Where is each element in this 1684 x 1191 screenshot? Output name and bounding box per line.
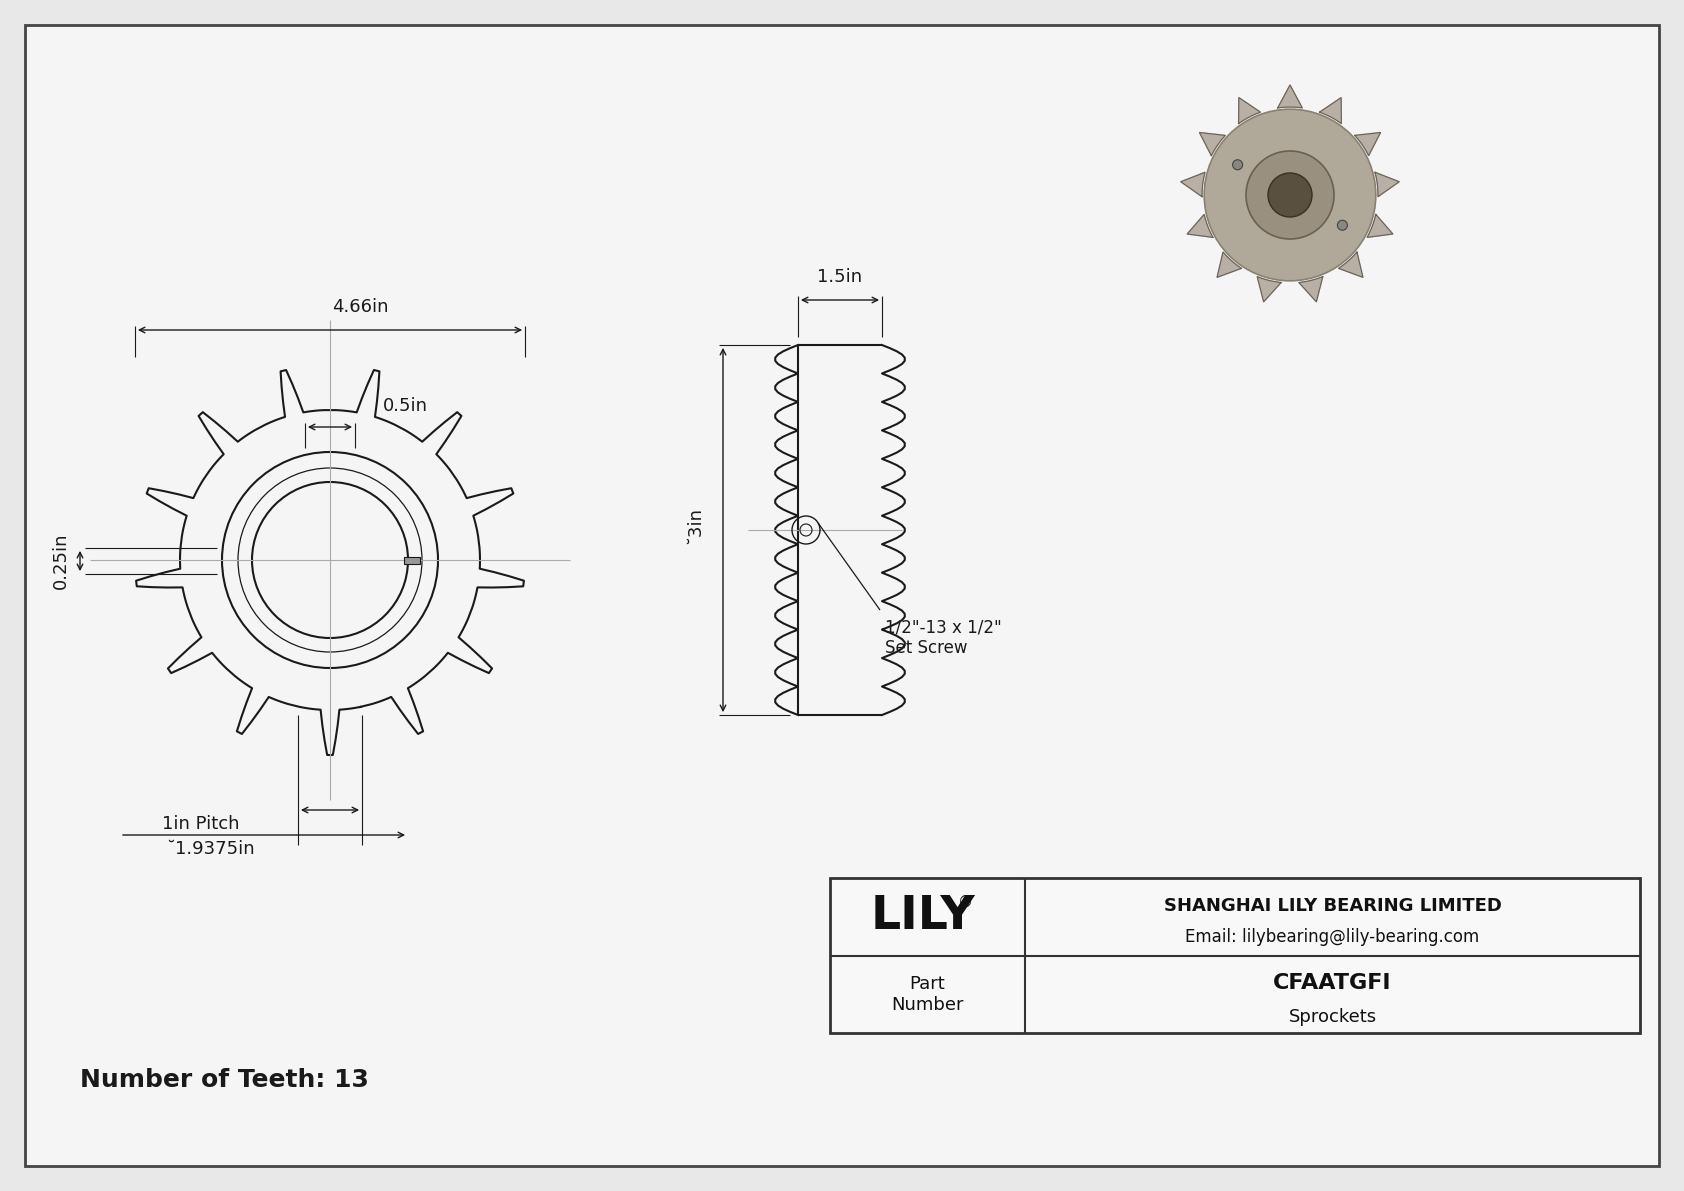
- Polygon shape: [1376, 173, 1399, 197]
- Text: 1in Pitch: 1in Pitch: [162, 815, 241, 833]
- Polygon shape: [1278, 85, 1302, 108]
- Bar: [404, 556, 419, 563]
- Text: 1.5in: 1.5in: [817, 268, 862, 286]
- Polygon shape: [1199, 132, 1226, 156]
- Circle shape: [1337, 220, 1347, 230]
- FancyBboxPatch shape: [25, 25, 1659, 1166]
- Polygon shape: [1339, 252, 1362, 278]
- Text: ̆3in: ̆3in: [695, 516, 712, 544]
- Text: CFAATGFI: CFAATGFI: [1273, 973, 1391, 993]
- Text: 0.5in: 0.5in: [382, 397, 428, 414]
- Polygon shape: [1180, 173, 1206, 197]
- Text: ®: ®: [958, 896, 973, 910]
- Polygon shape: [1320, 98, 1342, 124]
- Polygon shape: [1187, 214, 1212, 237]
- Text: 0.25in: 0.25in: [52, 532, 71, 590]
- Circle shape: [1233, 160, 1243, 170]
- Text: LILY: LILY: [871, 894, 975, 940]
- Polygon shape: [1298, 276, 1322, 301]
- Text: Part
Number: Part Number: [891, 975, 963, 1014]
- Circle shape: [1246, 151, 1334, 239]
- Bar: [830, 878, 1640, 1033]
- Text: Number of Teeth: 13: Number of Teeth: 13: [81, 1068, 369, 1092]
- Text: ̆1.9375in: ̆1.9375in: [175, 840, 254, 858]
- Circle shape: [1204, 110, 1376, 281]
- Text: 1/2"-13 x 1/2"
Set Screw: 1/2"-13 x 1/2" Set Screw: [886, 618, 1002, 656]
- Polygon shape: [1258, 276, 1282, 301]
- Polygon shape: [1354, 132, 1381, 156]
- Circle shape: [1268, 173, 1312, 217]
- Text: Sprockets: Sprockets: [1288, 1009, 1376, 1027]
- Text: Email: lilybearing@lily-bearing.com: Email: lilybearing@lily-bearing.com: [1186, 928, 1480, 946]
- Polygon shape: [1218, 252, 1241, 278]
- Text: 4.66in: 4.66in: [332, 298, 389, 316]
- Polygon shape: [1239, 98, 1260, 124]
- Polygon shape: [1367, 214, 1393, 237]
- Text: SHANGHAI LILY BEARING LIMITED: SHANGHAI LILY BEARING LIMITED: [1164, 897, 1502, 915]
